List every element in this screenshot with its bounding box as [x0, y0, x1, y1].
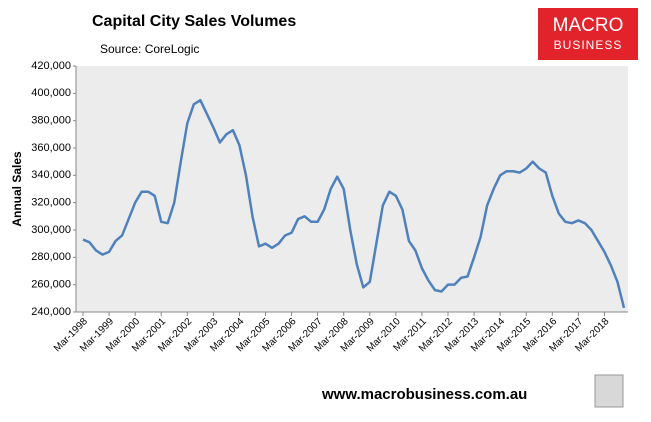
footer: www.macrobusiness.com.au [321, 386, 527, 403]
y-tick-label: 360,000 [31, 142, 71, 154]
subtitle: Source: CoreLogic [100, 42, 199, 56]
y-tick-label: 380,000 [31, 115, 71, 127]
y-tick-label: 240,000 [31, 306, 71, 318]
y-tick-label: 320,000 [31, 197, 71, 209]
logo-text: BUSINESS [554, 38, 623, 52]
line [82, 98, 626, 309]
y-tick-label: 340,000 [31, 169, 71, 181]
y-tick-label: 280,000 [31, 251, 71, 263]
y-tick-label: 400,000 [31, 87, 71, 99]
plot-area [76, 66, 628, 312]
logo [538, 8, 638, 60]
logo-text: MACRO [553, 15, 624, 36]
wolf-icon [594, 374, 624, 408]
y-tick-label: 300,000 [31, 224, 71, 236]
y-tick-label: 420,000 [31, 60, 71, 72]
chart-title: Capital City Sales Volumes [92, 13, 296, 30]
y-axis-label: Annual Sales [10, 151, 24, 227]
y-tick-label: 260,000 [31, 279, 71, 291]
